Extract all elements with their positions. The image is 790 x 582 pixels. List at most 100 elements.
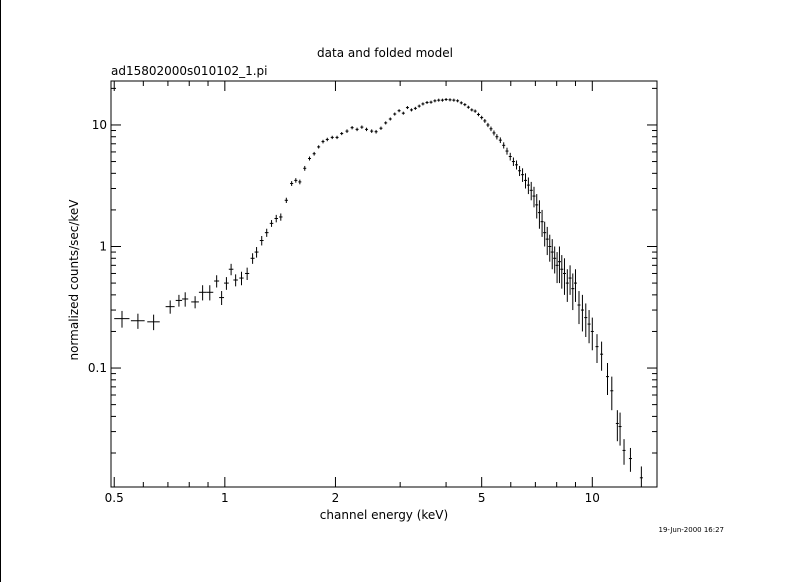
data-point xyxy=(274,214,278,223)
data-point xyxy=(548,234,552,262)
data-point xyxy=(175,294,183,307)
data-point xyxy=(518,165,522,177)
data-point xyxy=(463,103,467,107)
data-point xyxy=(448,98,452,102)
data-point xyxy=(433,99,437,103)
data-point xyxy=(456,99,460,103)
data-point xyxy=(393,112,397,116)
data-point xyxy=(587,310,591,344)
data-point xyxy=(452,98,456,102)
data-point xyxy=(312,151,316,156)
data-point xyxy=(470,108,474,112)
data-point xyxy=(228,263,234,276)
data-point xyxy=(568,265,572,295)
data-point xyxy=(421,102,425,106)
data-point xyxy=(505,147,509,155)
data-point xyxy=(526,177,530,195)
data-point xyxy=(233,274,238,287)
data-point xyxy=(224,277,229,290)
window-edge-line xyxy=(0,0,1,582)
data-point xyxy=(521,168,525,182)
data-point xyxy=(321,139,325,144)
x-tick-label: 10 xyxy=(585,491,600,505)
data-point xyxy=(483,118,487,123)
axis-ticks xyxy=(111,81,657,487)
data-point xyxy=(524,173,528,189)
y-tick-label: 0.1 xyxy=(88,361,107,375)
data-point xyxy=(298,179,302,185)
data-point xyxy=(130,313,145,329)
data-point xyxy=(345,129,349,133)
data-point xyxy=(355,127,359,132)
data-point xyxy=(600,341,604,371)
y-axis-label: normalized counts/sec/keV xyxy=(67,199,81,361)
data-point xyxy=(545,226,549,256)
data-point xyxy=(303,165,307,171)
data-point xyxy=(401,111,405,115)
data-point xyxy=(379,126,383,130)
data-point xyxy=(317,145,321,149)
data-point xyxy=(365,127,369,132)
data-point xyxy=(335,135,339,140)
data-point xyxy=(444,97,448,101)
data-point xyxy=(480,115,484,120)
data-point xyxy=(284,197,288,203)
chart-subtitle: ad15802000s010102_1.pi xyxy=(111,64,268,78)
data-point xyxy=(580,294,584,332)
data-point xyxy=(628,447,632,472)
data-point xyxy=(114,310,130,328)
data-point xyxy=(511,157,515,166)
data-point xyxy=(239,271,244,286)
data-point xyxy=(571,273,575,311)
x-tick-label: 1 xyxy=(221,491,229,505)
data-point xyxy=(489,126,493,132)
data-point xyxy=(553,246,557,274)
y-tick-label: 1 xyxy=(99,240,107,254)
data-point xyxy=(350,126,354,130)
data-point xyxy=(405,106,409,110)
data-point xyxy=(466,105,470,109)
data-point xyxy=(540,209,544,237)
data-point xyxy=(532,186,536,208)
chart-title: data and folded model xyxy=(317,46,453,60)
x-tick-label: 0.5 xyxy=(105,491,124,505)
data-point xyxy=(537,200,541,229)
data-points xyxy=(114,97,643,487)
data-point xyxy=(384,121,388,125)
data-point xyxy=(191,296,199,309)
data-point xyxy=(595,334,599,364)
data-point xyxy=(425,101,429,105)
data-point xyxy=(440,98,444,102)
data-point xyxy=(615,410,619,442)
data-point xyxy=(590,317,594,351)
data-point xyxy=(562,258,566,295)
data-point xyxy=(459,101,463,105)
data-point xyxy=(584,303,588,338)
data-point xyxy=(397,109,401,113)
data-point xyxy=(515,160,519,170)
data-point xyxy=(535,194,539,219)
data-point xyxy=(492,130,496,136)
data-point xyxy=(565,269,569,302)
data-point xyxy=(557,246,561,284)
data-point xyxy=(269,220,274,227)
data-point xyxy=(529,181,533,201)
data-point xyxy=(550,239,554,270)
data-point xyxy=(639,466,643,487)
data-point xyxy=(476,112,480,117)
data-point xyxy=(219,291,225,306)
y-tick-label: 10 xyxy=(92,118,107,132)
data-point xyxy=(622,439,626,465)
data-point xyxy=(290,181,294,186)
data-point xyxy=(214,275,220,288)
x-tick-label: 5 xyxy=(478,491,486,505)
data-point xyxy=(610,376,614,411)
data-point xyxy=(577,291,581,325)
data-point xyxy=(374,129,378,134)
data-point xyxy=(495,134,499,140)
data-point xyxy=(198,285,207,301)
axis-tick-labels: 0.5 1 2 5 10 0.1 1 10 xyxy=(88,118,600,505)
data-point xyxy=(498,137,502,144)
data-point xyxy=(279,213,283,221)
